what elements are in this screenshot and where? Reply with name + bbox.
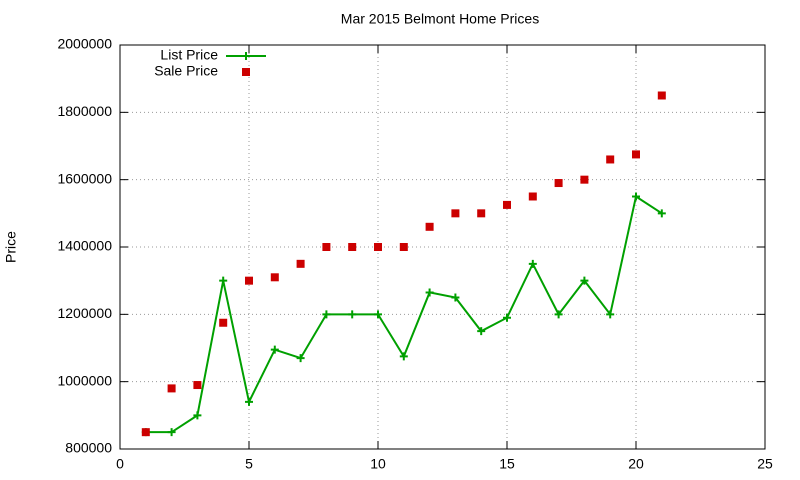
- point-marker: [245, 397, 253, 406]
- point-marker: [219, 276, 228, 285]
- legend-label: List Price: [160, 47, 218, 63]
- point-marker: [451, 209, 460, 218]
- point-marker: [632, 192, 640, 201]
- point-marker: [270, 273, 279, 282]
- point-marker: [477, 327, 486, 336]
- point-marker: [657, 91, 666, 100]
- point-marker: [503, 313, 511, 322]
- x-tick-label: 15: [499, 456, 515, 472]
- point-marker: [399, 352, 408, 361]
- x-tick-label: 25: [757, 456, 773, 472]
- x-tick-label: 10: [370, 456, 386, 472]
- y-tick-label: 1400000: [57, 238, 112, 254]
- point-marker: [374, 243, 382, 251]
- point-marker: [503, 200, 511, 209]
- legend-marker: [242, 52, 250, 60]
- y-tick-label: 1000000: [57, 372, 112, 388]
- point-marker: [374, 310, 382, 319]
- point-marker: [193, 381, 202, 390]
- point-marker: [270, 345, 279, 354]
- x-tick-label: 5: [245, 456, 253, 472]
- point-marker: [606, 155, 615, 164]
- point-marker: [580, 175, 589, 184]
- point-marker: [632, 150, 640, 159]
- point-marker: [528, 259, 537, 268]
- point-marker: [451, 293, 460, 302]
- point-marker: [580, 276, 589, 285]
- x-tick-label: 20: [628, 456, 644, 472]
- point-marker: [425, 288, 434, 297]
- chart-title: Mar 2015 Belmont Home Prices: [341, 11, 539, 27]
- point-marker: [554, 310, 563, 319]
- x-tick-label: 0: [116, 456, 124, 472]
- point-marker: [322, 243, 331, 251]
- point-marker: [554, 179, 563, 188]
- point-marker: [528, 192, 537, 201]
- y-tick-label: 1200000: [57, 305, 112, 321]
- point-marker: [141, 428, 150, 437]
- point-marker: [425, 222, 434, 231]
- y-tick-label: 800000: [65, 440, 112, 456]
- point-marker: [348, 310, 357, 319]
- y-tick-label: 1800000: [57, 103, 112, 119]
- point-marker: [322, 310, 331, 319]
- point-marker: [296, 259, 305, 268]
- point-marker: [477, 209, 486, 218]
- point-marker: [606, 310, 615, 319]
- legend-marker: [242, 68, 250, 76]
- point-marker: [657, 209, 666, 218]
- legend-label: Sale Price: [154, 63, 218, 79]
- point-marker: [219, 318, 228, 327]
- point-marker: [193, 411, 202, 420]
- y-tick-label: 1600000: [57, 170, 112, 186]
- point-marker: [348, 243, 357, 251]
- point-marker: [167, 428, 176, 437]
- point-marker: [296, 354, 305, 363]
- y-axis-label: Price: [3, 231, 19, 263]
- point-marker: [245, 276, 253, 285]
- y-tick-label: 2000000: [57, 36, 112, 52]
- point-marker: [167, 384, 176, 393]
- point-marker: [399, 243, 408, 251]
